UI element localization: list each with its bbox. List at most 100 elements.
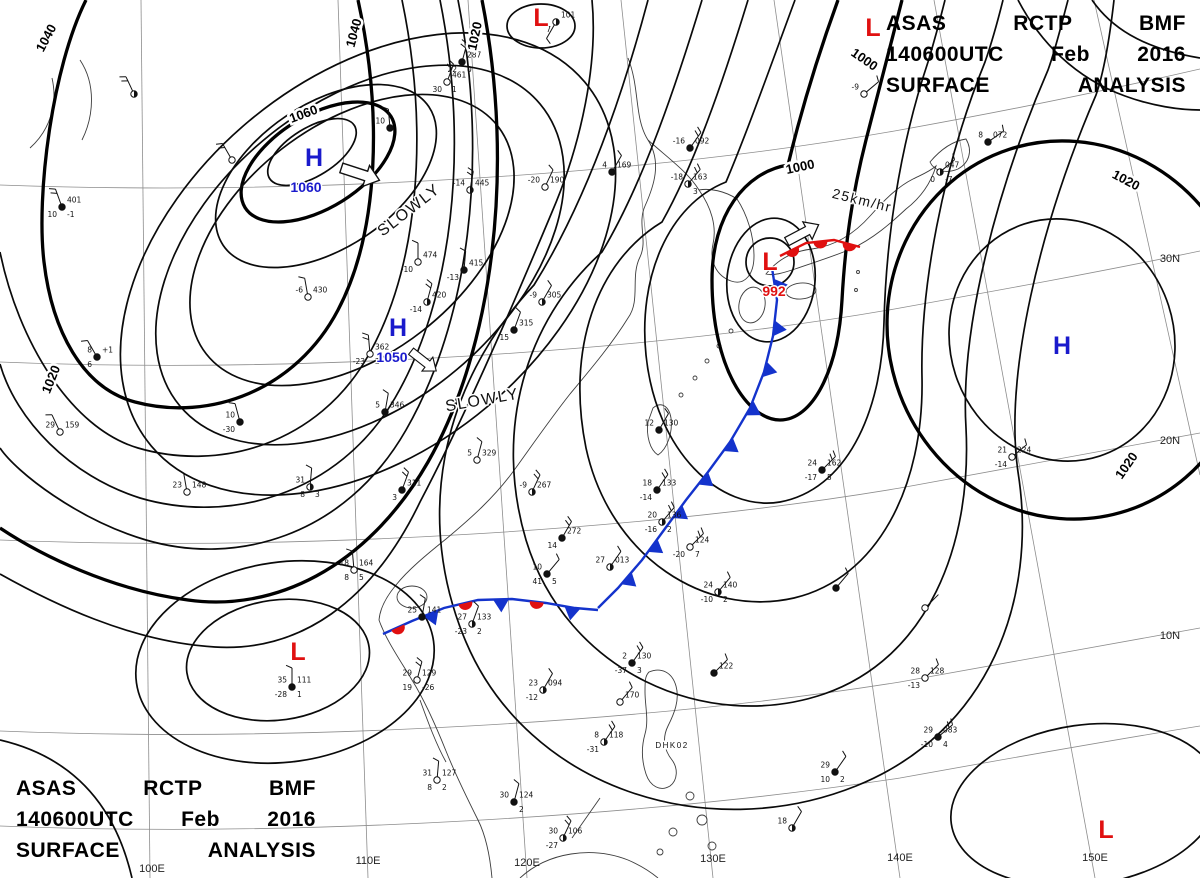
svg-text:29: 29 bbox=[923, 726, 933, 735]
svg-text:35: 35 bbox=[277, 676, 287, 685]
svg-text:461: 461 bbox=[452, 71, 467, 80]
station-plot: -9 bbox=[852, 75, 880, 98]
svg-text:41: 41 bbox=[532, 577, 542, 586]
station-plot: 272 14 bbox=[547, 515, 582, 550]
svg-text:0: 0 bbox=[930, 175, 935, 184]
isobar-line bbox=[185, 598, 371, 722]
pressure-center-l: L bbox=[1097, 815, 1114, 845]
title-block-bottom-left: ASAS RCTP BMF 140600UTC Feb 2016 SURFACE… bbox=[16, 773, 316, 866]
svg-text:094: 094 bbox=[548, 679, 563, 688]
isobar-value-label: 1040 bbox=[33, 22, 60, 55]
svg-text:346: 346 bbox=[390, 401, 405, 410]
svg-text:7: 7 bbox=[546, 25, 551, 34]
graticule-line bbox=[0, 627, 1200, 735]
svg-text:136: 136 bbox=[667, 511, 682, 520]
svg-text:-16: -16 bbox=[645, 525, 657, 534]
svg-text:3: 3 bbox=[693, 187, 698, 196]
svg-text:148: 148 bbox=[192, 481, 207, 490]
graticule-line bbox=[0, 725, 1200, 830]
cold-front-symbol bbox=[773, 278, 788, 295]
svg-text:+1: +1 bbox=[102, 346, 113, 355]
svg-text:140: 140 bbox=[723, 581, 738, 590]
isobar-line bbox=[745, 237, 795, 287]
coastline-island bbox=[854, 288, 858, 292]
svg-text:29: 29 bbox=[45, 421, 55, 430]
svg-text:1050: 1050 bbox=[376, 349, 407, 365]
svg-text:-14: -14 bbox=[640, 493, 652, 502]
svg-text:8: 8 bbox=[594, 731, 599, 740]
isobar-line bbox=[512, 0, 1069, 707]
svg-text:-13: -13 bbox=[908, 681, 920, 690]
station-plot: 124 -20 7 bbox=[673, 527, 710, 559]
station-plot: 31 8 3 bbox=[295, 464, 320, 499]
station-plot: 18 133 -14 bbox=[640, 468, 677, 502]
svg-text:12: 12 bbox=[644, 419, 654, 428]
svg-text:133: 133 bbox=[477, 613, 492, 622]
cold-front-symbol bbox=[723, 438, 739, 453]
cold-front-symbol bbox=[672, 505, 689, 520]
svg-text:-23: -23 bbox=[455, 627, 467, 636]
svg-text:7: 7 bbox=[695, 550, 700, 559]
svg-text:118: 118 bbox=[609, 731, 624, 740]
svg-text:8: 8 bbox=[344, 573, 349, 582]
svg-text:-30: -30 bbox=[223, 425, 235, 434]
svg-text:072: 072 bbox=[993, 131, 1008, 140]
grid-label: 130E bbox=[700, 853, 726, 865]
svg-text:18: 18 bbox=[339, 559, 349, 568]
svg-text:24: 24 bbox=[703, 581, 713, 590]
svg-text:28: 28 bbox=[910, 667, 920, 676]
svg-text:130: 130 bbox=[664, 419, 679, 428]
station-plot: 29 10 2 bbox=[820, 750, 847, 784]
graticule-line bbox=[1093, 0, 1200, 476]
coastline-island bbox=[656, 848, 664, 856]
pressure-center-l: L bbox=[289, 637, 306, 667]
movement-arrow bbox=[783, 221, 820, 247]
station-plot: 29 129 19 -26 bbox=[402, 657, 437, 692]
svg-text:-9: -9 bbox=[852, 83, 860, 92]
station-plot: 18 bbox=[777, 805, 802, 832]
svg-text:31: 31 bbox=[295, 476, 305, 485]
station-plot: 35 111 -28 1 bbox=[275, 664, 312, 699]
svg-text:164: 164 bbox=[359, 559, 374, 568]
station-plot: -16 092 bbox=[673, 126, 710, 152]
station-plot: 29 159 bbox=[45, 414, 80, 436]
svg-text:-15: -15 bbox=[497, 333, 509, 342]
station-plot: 20 136 -16 2 bbox=[645, 501, 682, 534]
svg-text:H: H bbox=[1053, 332, 1071, 360]
svg-text:329: 329 bbox=[482, 449, 497, 458]
svg-text:-20: -20 bbox=[528, 176, 540, 185]
station-plot: 474 -10 bbox=[401, 239, 438, 274]
front-stationary bbox=[382, 597, 599, 636]
graticule-line bbox=[337, 0, 369, 878]
svg-text:128: 128 bbox=[930, 667, 945, 676]
isobar-line bbox=[438, 0, 1115, 811]
svg-text:170: 170 bbox=[625, 691, 640, 700]
svg-text:30: 30 bbox=[499, 791, 509, 800]
coastline-island bbox=[696, 814, 708, 826]
coastline-island bbox=[704, 358, 710, 364]
station-plot: 8 072 bbox=[978, 124, 1008, 146]
station-plot bbox=[119, 76, 138, 98]
svg-text:-10: -10 bbox=[401, 265, 413, 274]
coastline-island bbox=[685, 791, 695, 801]
title-block-top-right: ASAS RCTP BMF 140600UTC Feb 2016 SURFACE… bbox=[886, 8, 1186, 101]
movement-arrow bbox=[407, 347, 437, 372]
station-plot: 10 bbox=[375, 106, 394, 132]
station-plot: 420 -14 bbox=[410, 279, 447, 314]
svg-text:111: 111 bbox=[297, 676, 312, 685]
isobar-line-1060 bbox=[239, 100, 397, 224]
svg-text:18: 18 bbox=[642, 479, 652, 488]
isobar-line bbox=[506, 3, 576, 49]
svg-text:-16: -16 bbox=[673, 137, 685, 146]
isobar-value-label: 1040 bbox=[343, 17, 365, 49]
coastline-luzon bbox=[642, 669, 678, 789]
svg-text:-27: -27 bbox=[546, 841, 558, 850]
svg-text:-14: -14 bbox=[995, 460, 1007, 469]
isobar-line bbox=[0, 739, 133, 878]
svg-text:-17: -17 bbox=[805, 473, 817, 482]
svg-text:10: 10 bbox=[225, 411, 235, 420]
station-plot: 25 141 bbox=[407, 594, 442, 621]
isobar-value-label: 1020 bbox=[1112, 449, 1141, 481]
station-plot: 10 -30 bbox=[223, 402, 244, 434]
